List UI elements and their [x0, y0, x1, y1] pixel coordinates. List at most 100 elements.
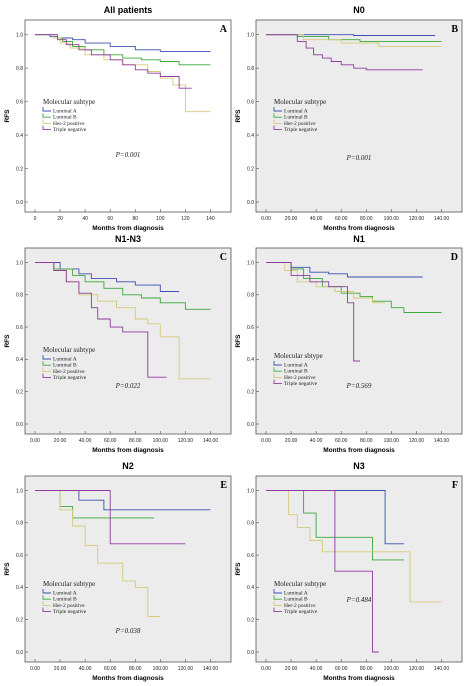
y-tick-label: 0.4 — [16, 133, 23, 139]
legend-item: Luminal A — [284, 363, 308, 369]
legend-item: Luminal B — [284, 369, 308, 375]
x-tick-label: 100.00 — [153, 438, 169, 444]
legend-item: Her-2 positive — [284, 603, 316, 609]
y-tick-label: 0.8 — [247, 521, 254, 527]
legend-title: Molecular subtype — [274, 580, 326, 588]
x-tick-label: 80.00 — [360, 216, 373, 222]
chart-title: N1-N3 — [115, 234, 141, 244]
x-tick-label: 60.00 — [335, 666, 348, 672]
y-tick-label: 0.2 — [16, 617, 23, 623]
x-tick-label: 100 — [156, 216, 165, 222]
legend-swatch — [42, 373, 51, 379]
series-line-3 — [266, 262, 360, 362]
x-tick-label: 120 — [181, 216, 190, 222]
panel-letter: B — [451, 24, 458, 35]
legend-title: Molecular subtype — [43, 98, 95, 106]
x-tick-label: 120.00 — [409, 438, 425, 444]
p-value: P=0.038 — [115, 627, 141, 635]
y-axis-label: RFS — [4, 334, 11, 348]
legend-item: Triple negative — [53, 375, 87, 381]
y-tick-label: 0.4 — [247, 357, 254, 363]
x-tick-label: 100.00 — [153, 666, 169, 672]
legend-item: Her-2 positive — [284, 121, 316, 127]
legend-item: Luminal A — [284, 591, 308, 597]
y-tick-label: 1.0 — [16, 260, 23, 266]
y-tick-label: 1.0 — [247, 32, 254, 38]
series-line-3 — [35, 490, 186, 545]
plot-frame — [255, 475, 463, 663]
y-tick-label: 0.6 — [16, 553, 23, 559]
series-line-2 — [35, 490, 161, 617]
legend-swatch — [273, 367, 282, 372]
y-tick-label: 0.0 — [247, 650, 254, 656]
p-value: P=0.001 — [115, 151, 141, 159]
y-axis-label: RFS — [235, 334, 242, 348]
x-tick-label: 40.00 — [310, 438, 323, 444]
x-tick-label: 0.00 — [261, 438, 271, 444]
chart-title: N2 — [122, 461, 134, 471]
legend-swatch — [273, 589, 282, 594]
x-tick-label: 0.00 — [261, 666, 271, 672]
x-tick-label: 100.00 — [384, 216, 400, 222]
x-tick-label: 140.00 — [203, 666, 219, 672]
y-tick-label: 0.2 — [16, 166, 23, 172]
legend-item: Luminal B — [53, 363, 77, 369]
series-line-2 — [266, 490, 442, 603]
legend-item: Luminal B — [284, 597, 308, 603]
y-axis-label: RFS — [235, 109, 242, 123]
y-tick-label: 0.8 — [16, 293, 23, 299]
y-tick-label: 0.4 — [16, 357, 23, 363]
x-tick-label: 40.00 — [79, 666, 92, 672]
y-tick-label: 0.0 — [247, 200, 254, 206]
chart-title: N0 — [353, 5, 365, 15]
km-panel: N0 B 0.0 0.2 0.4 0.6 0.8 1.0 0.00 20.00 40.00 60.00… — [235, 5, 463, 232]
legend-swatch — [273, 601, 282, 606]
plot-frame — [24, 19, 232, 213]
legend-item: Luminal A — [53, 591, 77, 597]
series-line-1 — [35, 262, 211, 310]
x-tick-label: 140.00 — [434, 216, 450, 222]
x-tick-label: 20.00 — [285, 438, 298, 444]
x-tick-label: 120.00 — [409, 666, 425, 672]
y-tick-label: 0.6 — [16, 99, 23, 105]
legend-swatch — [273, 379, 282, 385]
x-tick-label: 140.00 — [434, 666, 450, 672]
legend-item: Luminal A — [53, 109, 77, 115]
y-tick-label: 0.8 — [16, 66, 23, 72]
y-tick-label: 0.6 — [247, 99, 254, 105]
x-tick-label: 20.00 — [54, 438, 67, 444]
series-line-3 — [35, 34, 192, 89]
legend-item: Luminal B — [284, 115, 308, 121]
series-line-3 — [266, 490, 379, 653]
series-line-2 — [266, 262, 386, 304]
legend-swatch — [273, 125, 282, 131]
y-tick-label: 1.0 — [247, 488, 254, 494]
x-tick-label: 140.00 — [434, 438, 450, 444]
x-tick-label: 100.00 — [384, 438, 400, 444]
legend-item: Her-2 positive — [53, 369, 85, 375]
panel-letter: C — [220, 252, 227, 263]
legend-swatch — [42, 125, 51, 131]
x-tick-label: 80.00 — [360, 438, 373, 444]
x-tick-label: 20.00 — [285, 216, 298, 222]
y-axis-label: RFS — [235, 562, 242, 576]
y-tick-label: 0.6 — [16, 325, 23, 331]
x-tick-label: 120.00 — [178, 438, 194, 444]
legend-swatch — [273, 607, 282, 613]
x-tick-label: 80 — [132, 216, 138, 222]
p-value: P=0.022 — [115, 382, 141, 390]
legend-swatch — [42, 589, 51, 594]
y-tick-label: 0.2 — [247, 166, 254, 172]
series-line-0 — [266, 490, 404, 545]
series-line-1 — [35, 34, 211, 66]
legend-item: Luminal B — [53, 115, 77, 121]
legend-swatch — [42, 601, 51, 606]
legend-swatch — [42, 119, 51, 124]
x-tick-label: 140.00 — [203, 438, 219, 444]
x-tick-label: 0 — [34, 216, 37, 222]
p-value: P=0.569 — [346, 382, 372, 390]
legend-item: Her-2 positive — [53, 603, 85, 609]
plot-frame — [255, 19, 463, 213]
legend-swatch — [273, 119, 282, 124]
